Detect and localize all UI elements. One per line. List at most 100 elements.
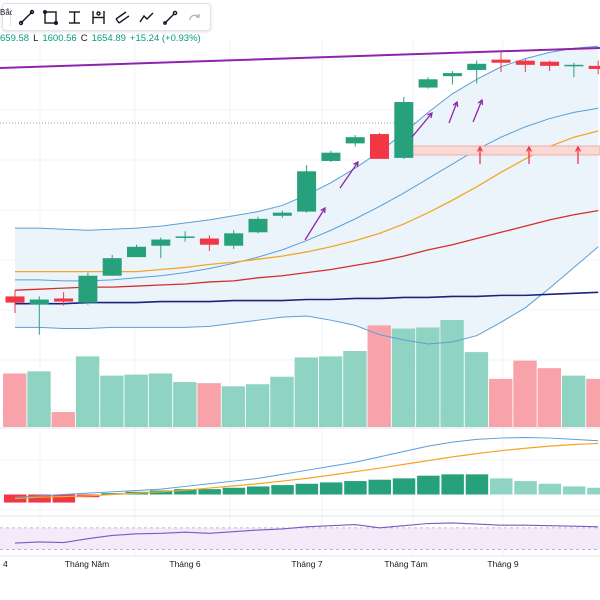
candle-body xyxy=(540,61,560,66)
candle-body xyxy=(224,233,244,246)
macd-histogram-bar xyxy=(368,479,391,495)
drawing-toolbar xyxy=(2,3,211,31)
rsi-line xyxy=(14,522,599,544)
macd-histogram-bar xyxy=(271,485,294,495)
purple-arrow-head xyxy=(452,100,459,108)
volume-bar xyxy=(197,383,221,427)
macd-signal-line xyxy=(14,442,599,500)
candle-body xyxy=(29,299,49,305)
fib-retracement-icon[interactable] xyxy=(62,6,86,28)
macd-histogram-bar xyxy=(52,494,76,503)
candle-body xyxy=(345,137,365,144)
macd-histogram-bar xyxy=(587,487,600,495)
volume-bar xyxy=(270,376,294,427)
brush-icon[interactable] xyxy=(158,6,182,28)
support-zone xyxy=(404,145,600,156)
candle-body xyxy=(102,258,122,276)
volume-bar xyxy=(464,352,489,427)
ohlc-close-key: C xyxy=(80,33,88,44)
purple-arrow-head xyxy=(320,206,326,214)
ohlc-open-value: 659.58 xyxy=(0,33,30,44)
purple-arrow-head xyxy=(477,98,484,106)
x-axis-label: Tháng 6 xyxy=(169,559,200,569)
candle-body xyxy=(151,239,171,246)
toolbar-cut-label: Bắc xyxy=(0,8,12,17)
macd-histogram-bar xyxy=(28,494,51,503)
purple-arrow xyxy=(448,101,458,124)
candle-body xyxy=(467,63,487,70)
path-icon[interactable] xyxy=(134,6,158,28)
macd-histogram-bar xyxy=(198,489,221,495)
macd-histogram-bar xyxy=(319,482,343,495)
candle-body xyxy=(418,79,438,88)
candle-body xyxy=(248,218,268,233)
volume-bar xyxy=(294,357,318,427)
moving-average-mid-line xyxy=(14,209,599,291)
red-arrow-head xyxy=(575,145,581,152)
purple-arrow xyxy=(411,112,433,138)
candles xyxy=(5,52,600,335)
volume-bar xyxy=(537,368,561,427)
x-axis-label: Tháng 9 xyxy=(487,559,518,569)
red-arrow-head xyxy=(477,145,483,152)
volume-bar xyxy=(148,373,173,427)
purple-arrow-head xyxy=(427,111,433,119)
volume-bar xyxy=(246,384,270,427)
candle-body xyxy=(370,134,389,159)
volume-bar xyxy=(100,375,124,427)
macd-histogram-bar xyxy=(247,486,270,495)
toolbar-separator xyxy=(10,8,11,26)
macd-histogram-bar xyxy=(392,478,416,495)
bollinger-lower-line xyxy=(15,246,599,345)
candle-body xyxy=(297,171,317,212)
volume-bars xyxy=(3,320,600,427)
macd-histogram-bar xyxy=(149,490,173,495)
macd-histogram-bar xyxy=(465,474,489,495)
rectangle-icon[interactable] xyxy=(38,6,62,28)
macd-line xyxy=(14,437,599,498)
x-axis-label: Tháng Tám xyxy=(384,559,427,569)
volume-bar xyxy=(416,327,440,427)
ohlc-readout: 659.58 L 1600.56 C 1654.89 +15.24 (+0.93%) xyxy=(0,33,205,44)
macd-histogram-bar xyxy=(441,474,464,495)
measure-icon[interactable] xyxy=(86,6,110,28)
volume-bar xyxy=(27,371,51,427)
moving-average-long-line xyxy=(15,291,599,305)
x-axis-label: Tháng 7 xyxy=(291,559,322,569)
macd-histogram-bar xyxy=(174,489,197,495)
redo-icon[interactable] xyxy=(182,6,206,28)
x-axis-label: 4 xyxy=(3,559,8,569)
macd-histogram-bar xyxy=(490,478,513,495)
volume-bar xyxy=(75,356,100,427)
candle-body xyxy=(272,212,292,216)
macd-histogram-bar xyxy=(295,483,319,495)
trend-line-icon[interactable] xyxy=(14,6,38,28)
ohlc-low-key: L xyxy=(33,33,39,44)
volume-bar xyxy=(173,382,197,427)
candle-body xyxy=(5,296,25,303)
candle-body xyxy=(442,73,462,77)
candle-body xyxy=(127,246,146,258)
candle-body xyxy=(394,102,414,158)
candle-body xyxy=(564,64,584,67)
volume-bar xyxy=(124,374,148,427)
volume-bar xyxy=(3,373,27,427)
volume-bar xyxy=(343,351,367,427)
parallel-channel-icon[interactable] xyxy=(110,6,134,28)
macd-histogram-bar xyxy=(101,493,124,495)
macd-histogram-bar xyxy=(417,475,440,495)
candle-body xyxy=(515,60,535,65)
candle-body xyxy=(199,238,219,245)
volume-bar xyxy=(440,320,464,427)
volume-bar xyxy=(391,328,416,427)
macd-histogram-bar xyxy=(538,483,562,495)
volume-bar xyxy=(561,375,586,427)
candle-body xyxy=(321,152,341,161)
bollinger-middle-line xyxy=(15,107,599,282)
volume-bar xyxy=(586,378,600,427)
candle-body xyxy=(78,275,98,303)
volume-bar xyxy=(221,386,246,427)
purple-arrow-head xyxy=(353,160,359,168)
